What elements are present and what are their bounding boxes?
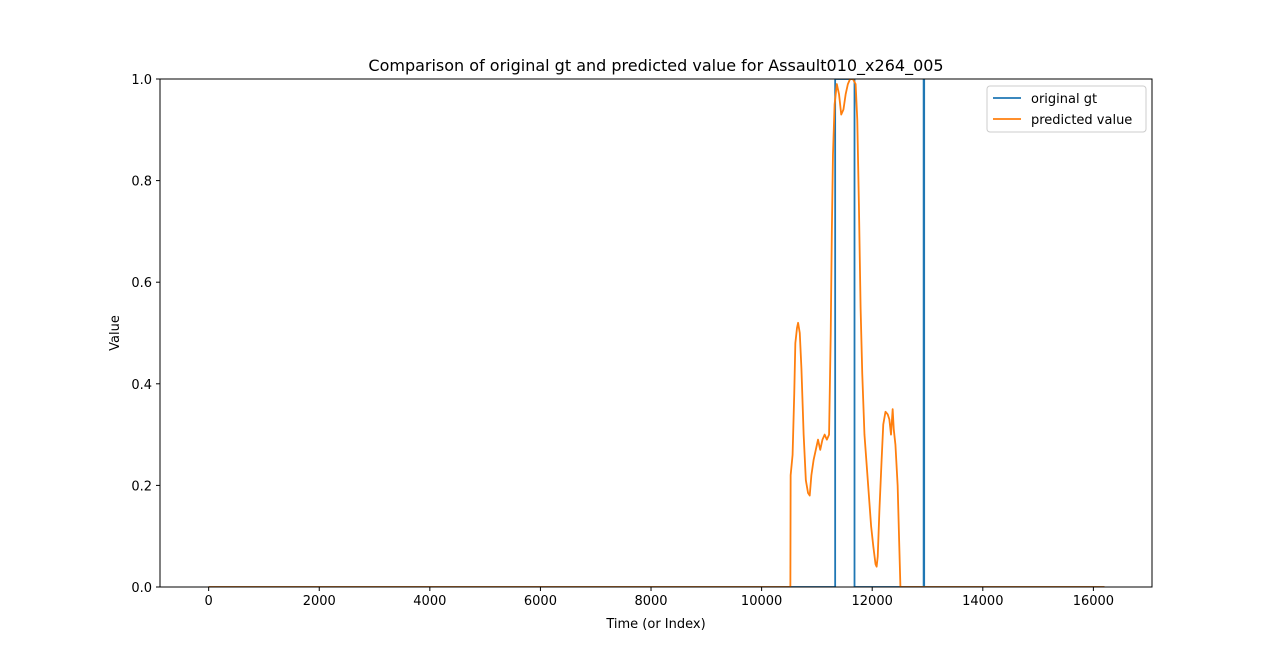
y-tick-label: 0.8	[131, 175, 152, 190]
series-line-0	[208, 79, 1105, 587]
x-tick-label: 12000	[852, 594, 893, 609]
legend-label: original gt	[1031, 92, 1097, 107]
x-tick-label: 0	[205, 594, 213, 609]
legend: original gt predicted value	[986, 85, 1147, 133]
y-axis-label: Value	[108, 315, 123, 351]
series-line-1	[208, 79, 1105, 587]
legend-label: predicted value	[1031, 113, 1132, 128]
x-tick-label: 4000	[413, 594, 446, 609]
legend-box	[986, 85, 1147, 133]
y-tick-label: 0.0	[131, 581, 152, 596]
x-tick-label: 2000	[303, 594, 336, 609]
x-tick-label: 8000	[634, 594, 667, 609]
x-tick-label: 16000	[1073, 594, 1114, 609]
x-axis-label: Time (or Index)	[605, 617, 705, 632]
y-tick-label: 0.6	[131, 276, 152, 291]
chart-title: Comparison of original gt and predicted …	[368, 56, 943, 76]
x-tick-label: 10000	[741, 594, 782, 609]
x-tick-label: 14000	[962, 594, 1003, 609]
x-tick-label: 6000	[524, 594, 557, 609]
y-tick-label: 0.4	[131, 378, 152, 393]
axes-frame	[159, 78, 1153, 588]
y-tick-label: 1.0	[131, 73, 152, 88]
plot-area	[159, 78, 1153, 588]
y-tick-label: 0.2	[131, 479, 152, 494]
x-axis-ticks: 0 2000 4000 6000 8000 10000 12000 14000 16000	[205, 587, 1114, 609]
y-axis-ticks: 0.0 0.2 0.4 0.6 0.8 1.0	[131, 73, 160, 596]
